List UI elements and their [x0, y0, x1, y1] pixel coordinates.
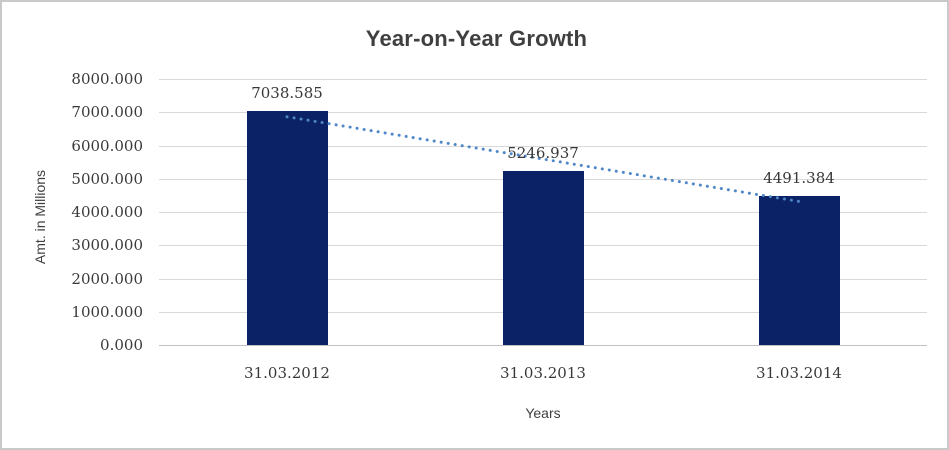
y-tick-label: 6000.000: [71, 136, 143, 155]
x-tick-label: 31.03.2012: [244, 364, 330, 382]
bar-value-label: 7038.585: [251, 83, 323, 102]
y-tick-label: 8000.000: [71, 70, 143, 88]
x-axis-title: Years: [525, 405, 561, 421]
x-tick-label: 31.03.2014: [756, 364, 842, 382]
x-tick-label: 31.03.2013: [500, 364, 586, 382]
y-tick-label: 3000.000: [71, 236, 143, 255]
bar-31.03.2012[interactable]: [246, 110, 328, 345]
bar-31.03.2013[interactable]: [502, 170, 584, 345]
y-tick-label: 4000.000: [71, 203, 143, 221]
bar-value-label: 5246.937: [507, 143, 579, 162]
y-tick-label: 1000.000: [71, 302, 143, 321]
gridline: [159, 345, 927, 346]
gridline: [159, 112, 927, 114]
gridline: [159, 79, 927, 80]
bar-value-label: 4491.384: [763, 168, 835, 187]
bar-31.03.2014[interactable]: [758, 195, 840, 345]
y-tick-label: 7000.000: [71, 103, 143, 122]
chart-title: Year-on-Year Growth: [365, 26, 588, 51]
plot-area: 7038.585 5246.937 4491.384: [159, 79, 927, 346]
y-tick-label: 0.000: [100, 336, 143, 354]
y-tick-label: 2000.000: [71, 269, 143, 288]
y-tick-label: 5000.000: [71, 169, 143, 188]
